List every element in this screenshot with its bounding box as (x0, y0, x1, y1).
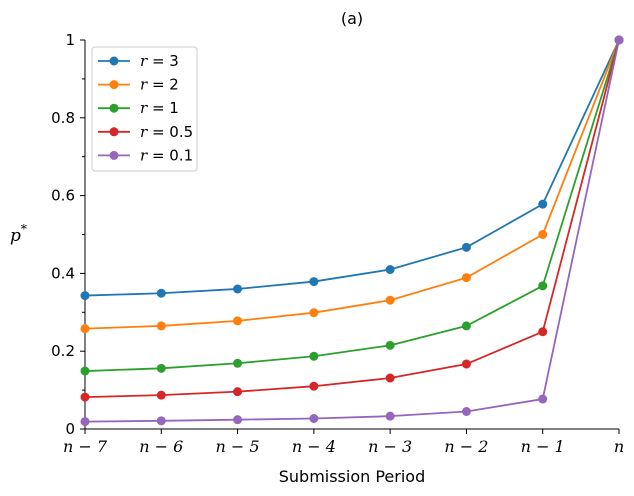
series-line (84, 39, 620, 372)
legend-item: r = 1 (98, 99, 179, 117)
legend-item: r = 3 (98, 52, 179, 70)
data-point (461, 359, 471, 369)
x-tick-label: n − 2 (444, 437, 488, 456)
series-r-0.5 (80, 35, 624, 402)
legend-swatch-marker (109, 127, 119, 137)
legend-label: r = 1 (140, 99, 179, 117)
data-point (80, 392, 90, 402)
data-point (80, 291, 90, 301)
series-line (84, 39, 620, 423)
y-tick-label: 0.6 (51, 187, 75, 205)
legend-swatch-marker (109, 80, 119, 90)
y-axis-label-var: p (10, 226, 21, 246)
data-point (538, 327, 548, 337)
x-tick-label: n − 6 (139, 437, 183, 456)
series-r-0.1 (80, 35, 624, 427)
x-tick-label: n − 4 (292, 437, 336, 456)
data-point (309, 381, 319, 391)
legend-label: r = 0.1 (140, 146, 193, 164)
data-point (233, 358, 243, 368)
data-point (461, 321, 471, 331)
y-tick-label: 0.2 (51, 342, 75, 360)
data-point (156, 363, 166, 373)
data-point (80, 366, 90, 376)
legend-label-var: r (140, 99, 148, 117)
data-point (309, 308, 319, 318)
legend-label-value: = 3 (147, 52, 179, 70)
legend-box (91, 46, 198, 172)
legend-label: r = 0.5 (140, 123, 193, 141)
y-tick-label: 0.8 (51, 109, 75, 127)
data-point (233, 316, 243, 326)
series-line (84, 39, 620, 399)
legend-item: r = 0.1 (98, 146, 193, 164)
legend-label-value: = 1 (147, 99, 179, 117)
data-point (309, 277, 319, 287)
data-point (309, 413, 319, 423)
data-point (538, 199, 548, 209)
series-r-3 (80, 35, 624, 301)
data-point (538, 230, 548, 239)
y-tick-label: 0.4 (51, 264, 75, 282)
x-tick-label: n − 1 (521, 437, 565, 456)
data-point (385, 373, 395, 383)
data-point (385, 411, 395, 421)
data-point (461, 242, 471, 252)
data-point (614, 35, 624, 45)
data-point (80, 417, 90, 427)
series-line (84, 39, 620, 330)
y-tick-label: 1 (65, 31, 75, 49)
y-axis-label-sup: * (21, 222, 27, 236)
y-axis-label: p* (10, 222, 27, 246)
x-tick-label: n − 5 (216, 437, 260, 456)
series-r-1 (80, 35, 624, 376)
legend-label-var: r (140, 146, 148, 164)
x-tick-label: n − 7 (63, 437, 108, 456)
data-point (385, 340, 395, 350)
legend-swatch-marker (109, 103, 119, 113)
legend-label-value: = 2 (147, 76, 179, 94)
data-point (156, 321, 166, 331)
legend: r = 3r = 2r = 1r = 0.5r = 0.1 (91, 46, 198, 172)
data-point (538, 394, 548, 404)
legend-label: r = 3 (140, 52, 179, 70)
data-point (233, 387, 243, 397)
series-layer (80, 35, 624, 427)
data-point (233, 284, 243, 294)
data-point (80, 324, 90, 334)
data-point (233, 415, 243, 425)
data-point (156, 416, 166, 426)
legend-label-value: = 0.1 (147, 146, 193, 164)
axes: 0 0.2 0.4 0.6 0.8 1 n − 7 n − 6 n − 5 n − 4 n − 3 n… (51, 31, 624, 456)
legend-item: r = 2 (98, 76, 179, 94)
data-point (461, 406, 471, 416)
legend-label-var: r (140, 52, 148, 70)
data-point (461, 273, 471, 283)
data-point (156, 288, 166, 298)
chart-title: (a) (341, 9, 363, 28)
data-point (385, 295, 395, 305)
x-axis-label: Submission Period (279, 467, 426, 486)
legend-item: r = 0.5 (98, 123, 193, 141)
data-point (156, 390, 166, 400)
data-point (309, 351, 319, 361)
series-line (84, 39, 620, 297)
svg-text:p*: p* (10, 222, 27, 246)
legend-label-var: r (140, 123, 148, 141)
legend-label-value: = 0.5 (147, 123, 193, 141)
legend-swatch-marker (109, 56, 119, 66)
legend-swatch-marker (109, 150, 119, 160)
legend-label: r = 2 (140, 76, 179, 94)
x-tick-label: n (614, 437, 624, 456)
data-point (538, 281, 548, 291)
legend-label-var: r (140, 76, 148, 94)
y-tick-label: 0 (65, 420, 75, 438)
x-tick-label: n − 3 (368, 437, 412, 456)
data-point (385, 265, 395, 275)
